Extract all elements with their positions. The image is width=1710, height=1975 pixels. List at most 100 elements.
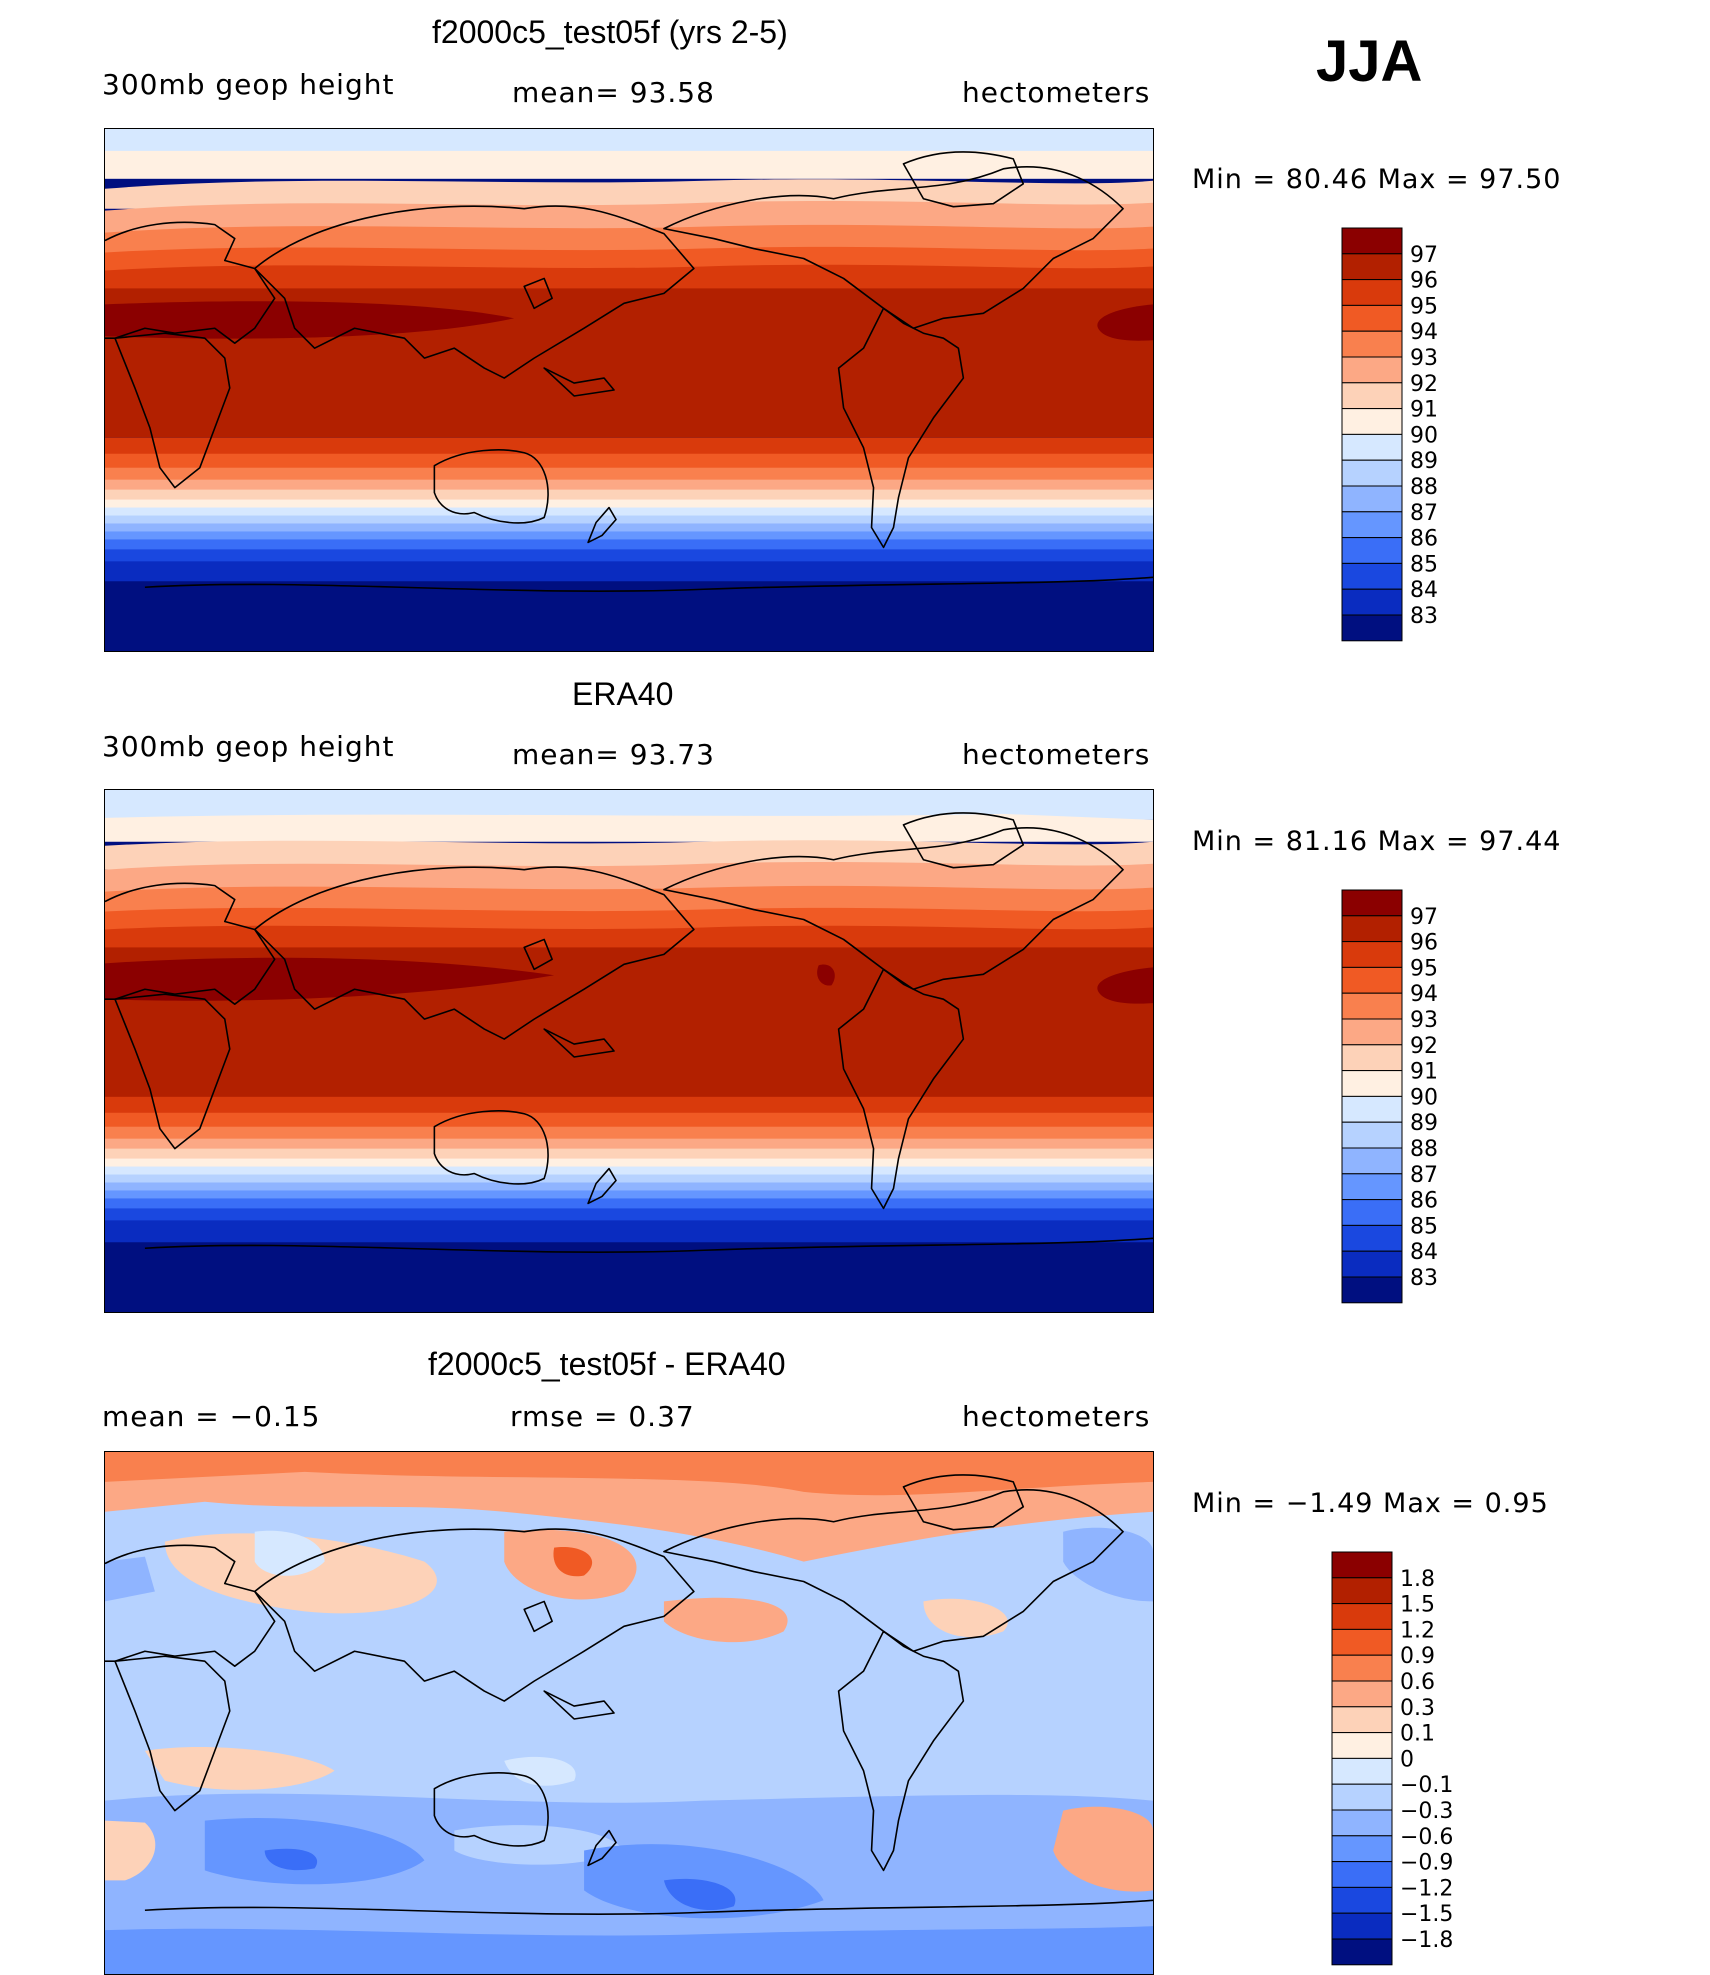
colorbar-swatch xyxy=(1331,1680,1393,1708)
colorbar-swatch xyxy=(1341,1173,1403,1201)
panel-variable-obs: 300mb geop height xyxy=(102,730,395,763)
panel-mean-model: mean= 93.58 xyxy=(512,76,715,109)
colorbar-swatch xyxy=(1341,1095,1403,1123)
panel-mean-diff: mean = −0.15 xyxy=(102,1400,321,1433)
colorbar-tick-label: 83 xyxy=(1410,1266,1438,1291)
colorbar-diff: 1.8 1.5 1.2 0.9 0.6 0.3 0.1 0 −0.1 −0.3 −0.6 −0.9 −1… xyxy=(1331,1551,1482,1969)
colorbar-swatch xyxy=(1341,304,1403,332)
colorbar-swatch xyxy=(1331,1809,1393,1837)
colorbar-tick-label: −1.2 xyxy=(1400,1876,1453,1901)
colorbar-tick-label: 95 xyxy=(1410,956,1438,981)
colorbar-swatch xyxy=(1341,1070,1403,1097)
colorbar-tick-label: 84 xyxy=(1410,1240,1438,1265)
colorbar-swatch xyxy=(1341,1044,1403,1072)
colorbar-tick-label: 96 xyxy=(1410,269,1438,294)
colorbar-tick-label: 93 xyxy=(1410,1008,1438,1033)
colorbar-swatch xyxy=(1341,1250,1403,1278)
colorbar-tick-label: 0.9 xyxy=(1400,1644,1435,1669)
colorbar-swatch xyxy=(1331,1603,1393,1630)
colorbar-swatch xyxy=(1341,966,1403,994)
colorbar-tick-label: 88 xyxy=(1410,475,1438,500)
colorbar-tick-label: 87 xyxy=(1410,1163,1438,1188)
colorbar-swatch xyxy=(1331,1628,1393,1656)
colorbar-swatch xyxy=(1341,485,1403,513)
colorbar-swatch xyxy=(1341,253,1403,281)
colorbar-tick-label: 0 xyxy=(1400,1747,1414,1772)
panel-mean-obs: mean= 93.73 xyxy=(512,738,715,771)
colorbar-tick-label: 96 xyxy=(1410,931,1438,956)
colorbar-tick-label: 0.1 xyxy=(1400,1722,1435,1747)
colorbar-swatch xyxy=(1331,1912,1393,1940)
colorbar-swatch xyxy=(1341,330,1403,358)
contour-map-model xyxy=(105,129,1153,651)
panel-minmax-model: Min = 80.46 Max = 97.50 xyxy=(1192,164,1562,195)
colorbar-tick-label: 89 xyxy=(1410,449,1438,474)
colorbar-swatch xyxy=(1341,562,1403,590)
colorbar-tick-label: 83 xyxy=(1410,604,1438,629)
colorbar-tick-label: 1.2 xyxy=(1400,1618,1435,1643)
contour-map-diff xyxy=(105,1452,1153,1974)
colorbar-swatch xyxy=(1331,1861,1393,1888)
colorbar-tick-label: 0.6 xyxy=(1400,1670,1435,1695)
map-model xyxy=(104,128,1154,652)
colorbar-tick-label: 97 xyxy=(1410,905,1438,930)
colorbar-swatch xyxy=(1341,537,1403,564)
panel-title-diff: f2000c5_test05f - ERA40 xyxy=(428,1346,786,1382)
colorbar-tick-label: −0.9 xyxy=(1400,1851,1453,1876)
colorbar-obs: 97 96 95 94 93 92 91 90 89 88 87 86 85 84 83 xyxy=(1341,889,1492,1307)
colorbar-tick-label: 87 xyxy=(1410,501,1438,526)
colorbar-tick-label: −0.1 xyxy=(1400,1773,1453,1798)
colorbar-swatch xyxy=(1341,1199,1403,1226)
colorbar-swatch xyxy=(1331,1551,1393,1579)
panel-title-obs: ERA40 xyxy=(572,676,674,712)
colorbar-tick-label: −0.6 xyxy=(1400,1825,1453,1850)
colorbar-swatch xyxy=(1341,915,1403,943)
colorbar-tick-label: 97 xyxy=(1410,243,1438,268)
panel-minmax-diff: Min = −1.49 Max = 0.95 xyxy=(1192,1488,1549,1519)
colorbar-swatch xyxy=(1341,356,1403,384)
colorbar-swatch xyxy=(1341,382,1403,410)
colorbar-swatch xyxy=(1341,1147,1403,1175)
colorbar-tick-label: 86 xyxy=(1410,527,1438,552)
colorbar-tick-label: −1.5 xyxy=(1400,1902,1453,1927)
colorbar-swatch xyxy=(1341,433,1403,461)
panel-title-model: f2000c5_test05f (yrs 2-5) xyxy=(432,14,788,50)
colorbar-tick-label: 92 xyxy=(1410,1034,1438,1059)
colorbar-swatch xyxy=(1331,1757,1393,1785)
colorbar-swatch xyxy=(1341,614,1403,642)
colorbar-swatch xyxy=(1341,408,1403,435)
colorbar-swatch xyxy=(1331,1783,1393,1811)
panel-units-model: hectometers xyxy=(962,76,1151,109)
colorbar-swatch xyxy=(1341,1018,1403,1046)
colorbar-tick-label: 1.8 xyxy=(1400,1567,1435,1592)
colorbar-tick-label: 85 xyxy=(1410,552,1438,577)
panel-units-obs: hectometers xyxy=(962,738,1151,771)
colorbar-tick-label: 92 xyxy=(1410,372,1438,397)
colorbar-tick-label: 91 xyxy=(1410,1060,1438,1085)
colorbar-swatch xyxy=(1331,1577,1393,1605)
colorbar-swatch xyxy=(1331,1706,1393,1734)
colorbar-swatch xyxy=(1341,1121,1403,1149)
panel-rmse-diff: rmse = 0.37 xyxy=(510,1400,695,1433)
colorbar-tick-label: −0.3 xyxy=(1400,1799,1453,1824)
colorbar-model: 97 96 95 94 93 92 91 90 89 88 87 86 85 84 83 xyxy=(1341,227,1492,645)
colorbar-tick-label: 85 xyxy=(1410,1214,1438,1239)
colorbar-swatch xyxy=(1341,279,1403,306)
map-obs xyxy=(104,789,1154,1313)
colorbar-tick-label: 94 xyxy=(1410,982,1438,1007)
colorbar-swatch xyxy=(1331,1886,1393,1914)
colorbar-svg: 1.81.51.20.90.60.30.10−0.1−0.3−0.6−0.9−1… xyxy=(1331,1551,1453,1966)
panel-variable-model: 300mb geop height xyxy=(102,68,395,101)
colorbar-swatch xyxy=(1331,1732,1393,1759)
colorbar-swatch xyxy=(1331,1654,1393,1682)
colorbar-tick-label: 0.3 xyxy=(1400,1696,1435,1721)
colorbar-tick-label: 91 xyxy=(1410,398,1438,423)
colorbar-tick-label: 84 xyxy=(1410,578,1438,603)
colorbar-swatch xyxy=(1341,511,1403,539)
colorbar-tick-label: 95 xyxy=(1410,294,1438,319)
colorbar-tick-label: 94 xyxy=(1410,320,1438,345)
colorbar-swatch xyxy=(1341,459,1403,487)
colorbar-swatch xyxy=(1341,992,1403,1020)
